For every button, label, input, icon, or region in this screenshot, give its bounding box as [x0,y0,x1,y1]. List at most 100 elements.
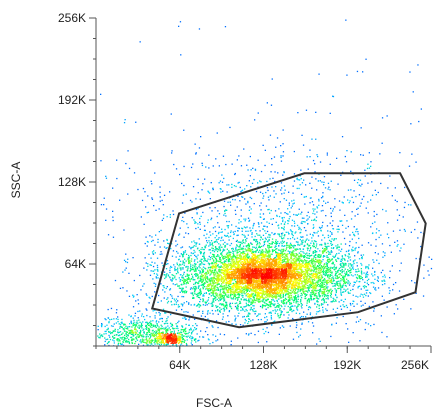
data-point [254,168,257,170]
data-point [271,164,273,166]
data-point [221,303,223,306]
data-point [238,227,240,230]
data-point [307,261,310,263]
data-point [113,342,115,344]
data-point [289,303,291,305]
data-point [250,303,253,305]
data-point [398,290,401,292]
data-point [301,220,303,223]
data-point [318,260,320,262]
data-point [170,332,172,334]
data-point [148,331,151,333]
data-point [315,297,318,299]
data-point [248,245,250,247]
data-point [274,232,276,235]
data-point [139,274,141,277]
data-point [328,277,330,279]
data-point [349,200,351,202]
data-point [195,153,197,155]
data-point [211,286,213,288]
data-point [181,263,184,265]
data-point [228,258,230,260]
data-point [283,256,285,258]
data-point [299,227,301,229]
data-point [430,267,433,270]
data-point [356,280,358,282]
data-point [282,143,284,145]
data-point [334,206,336,208]
data-point [262,304,264,306]
data-point [313,261,315,263]
data-point [361,271,363,273]
data-point [344,290,347,292]
data-point [340,264,342,266]
data-point [324,290,326,292]
data-point [253,203,255,205]
data-point [183,311,185,313]
data-point [257,330,260,332]
data-point [247,322,249,325]
data-point [322,234,324,236]
data-point [357,296,359,298]
data-point [149,297,151,299]
data-point [130,331,132,333]
data-point [231,248,233,250]
data-point [251,301,253,303]
data-point [163,327,165,329]
data-point [225,287,227,290]
data-point [301,322,303,324]
data-point [105,177,108,179]
data-point [375,238,377,241]
data-point [221,228,223,230]
data-point [202,278,204,280]
data-point [180,264,182,266]
data-point [309,233,311,235]
data-point [219,271,221,273]
data-point [138,335,140,337]
data-point [285,301,288,303]
data-point [301,222,303,225]
data-point [251,182,254,184]
data-point [332,276,334,278]
data-point [300,231,302,234]
data-point [140,289,142,291]
data-point [297,258,300,261]
data-point [187,274,189,276]
data-point [399,152,401,154]
data-point [163,214,165,216]
data-point [307,298,310,300]
data-point [190,254,192,257]
data-point [219,307,221,309]
data-point [206,276,208,278]
data-point [107,234,110,236]
data-point [226,296,228,298]
data-point [279,307,281,310]
data-point [185,318,187,320]
data-point [314,263,316,265]
data-point [381,117,384,119]
data-point [193,266,195,268]
data-point [188,324,190,326]
data-point [140,342,142,344]
data-point [395,282,397,284]
data-point [247,244,249,246]
data-point [230,290,232,292]
data-point [222,313,224,315]
data-point [125,340,127,342]
data-point [374,288,376,290]
data-point [166,331,168,334]
data-point [139,326,141,328]
data-point [345,273,347,276]
data-point [307,249,309,251]
data-point [305,184,307,186]
data-point [283,245,285,247]
data-point [238,293,241,295]
data-point [270,295,272,298]
data-point [288,259,290,261]
data-point [226,303,228,305]
data-point [267,331,270,334]
data-point [217,287,219,289]
data-point [167,300,170,303]
data-point [124,323,126,326]
data-point [296,306,298,308]
